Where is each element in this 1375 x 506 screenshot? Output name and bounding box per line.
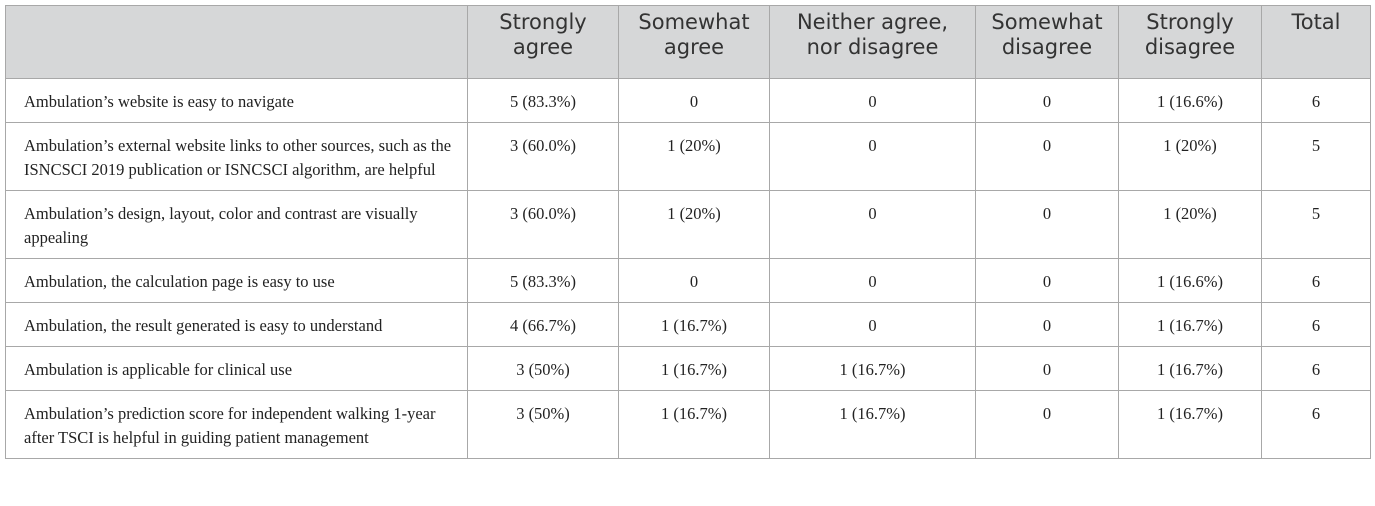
table-cell: 6: [1261, 258, 1371, 303]
table-cell: 1 (16.7%): [618, 302, 770, 347]
table-cell: 0: [975, 346, 1119, 391]
table-row: Ambulation’s design, layout, color and c…: [5, 190, 1371, 259]
table-cell: 6: [1261, 390, 1371, 459]
table-cell: 1 (20%): [618, 190, 770, 259]
table-cell: 6: [1261, 346, 1371, 391]
table-cell: 5: [1261, 122, 1371, 191]
table-cell: 0: [975, 258, 1119, 303]
table-cell: 1 (16.6%): [1118, 78, 1262, 123]
header-cell: Somewhat agree: [618, 5, 770, 79]
table-cell: 1 (16.7%): [769, 346, 976, 391]
table-cell: 1 (16.7%): [618, 346, 770, 391]
table-cell: 0: [769, 190, 976, 259]
header-cell: Total: [1261, 5, 1371, 79]
table-row: Ambulation, the result generated is easy…: [5, 302, 1371, 347]
table-cell: 1 (16.7%): [1118, 390, 1262, 459]
table-cell: 0: [975, 390, 1119, 459]
header-cell: [5, 5, 468, 79]
table-cell: 6: [1261, 78, 1371, 123]
row-label: Ambulation, the result generated is easy…: [5, 302, 468, 347]
table-cell: 0: [769, 122, 976, 191]
table-cell: 5 (83.3%): [467, 258, 619, 303]
header-cell: Somewhat disagree: [975, 5, 1119, 79]
table-row: Ambulation, the calculation page is easy…: [5, 258, 1371, 303]
table-cell: 0: [975, 78, 1119, 123]
table-row: Ambulation’s prediction score for indepe…: [5, 390, 1371, 459]
table-cell: 1 (16.6%): [1118, 258, 1262, 303]
header-cell: Neither agree, nor disagree: [769, 5, 976, 79]
table-cell: 0: [975, 302, 1119, 347]
table-cell: 0: [769, 258, 976, 303]
header-row: Strongly agree Somewhat agree Neither agre…: [5, 5, 1371, 79]
table-row: Ambulation’s website is easy to navigate…: [5, 78, 1371, 123]
header-cell: Strongly agree: [467, 5, 619, 79]
table-cell: 5 (83.3%): [467, 78, 619, 123]
table-cell: 1 (16.7%): [769, 390, 976, 459]
header-cell: Strongly disagree: [1118, 5, 1262, 79]
table-cell: 0: [769, 302, 976, 347]
row-label: Ambulation’s website is easy to navigate: [5, 78, 468, 123]
table-cell: 1 (20%): [1118, 122, 1262, 191]
table-cell: 0: [975, 122, 1119, 191]
table-cell: 5: [1261, 190, 1371, 259]
table-cell: 1 (16.7%): [1118, 346, 1262, 391]
table-cell: 1 (16.7%): [1118, 302, 1262, 347]
table-cell: 1 (16.7%): [618, 390, 770, 459]
row-label: Ambulation’s external website links to o…: [5, 122, 468, 191]
table-cell: 6: [1261, 302, 1371, 347]
table-cell: 0: [618, 78, 770, 123]
table-cell: 0: [618, 258, 770, 303]
table-cell: 1 (20%): [1118, 190, 1262, 259]
table-cell: 0: [769, 78, 976, 123]
table-cell: 4 (66.7%): [467, 302, 619, 347]
table-cell: 0: [975, 190, 1119, 259]
table-body: Ambulation’s website is easy to navigate…: [5, 78, 1371, 459]
survey-table: Strongly agree Somewhat agree Neither agre…: [5, 5, 1371, 459]
table-row: Ambulation is applicable for clinical us…: [5, 346, 1371, 391]
table-cell: 3 (50%): [467, 346, 619, 391]
row-label: Ambulation, the calculation page is easy…: [5, 258, 468, 303]
table-cell: 3 (60.0%): [467, 122, 619, 191]
table-cell: 3 (50%): [467, 390, 619, 459]
table-cell: 3 (60.0%): [467, 190, 619, 259]
row-label: Ambulation’s prediction score for indepe…: [5, 390, 468, 459]
table-cell: 1 (20%): [618, 122, 770, 191]
row-label: Ambulation’s design, layout, color and c…: [5, 190, 468, 259]
table-row: Ambulation’s external website links to o…: [5, 122, 1371, 191]
row-label: Ambulation is applicable for clinical us…: [5, 346, 468, 391]
